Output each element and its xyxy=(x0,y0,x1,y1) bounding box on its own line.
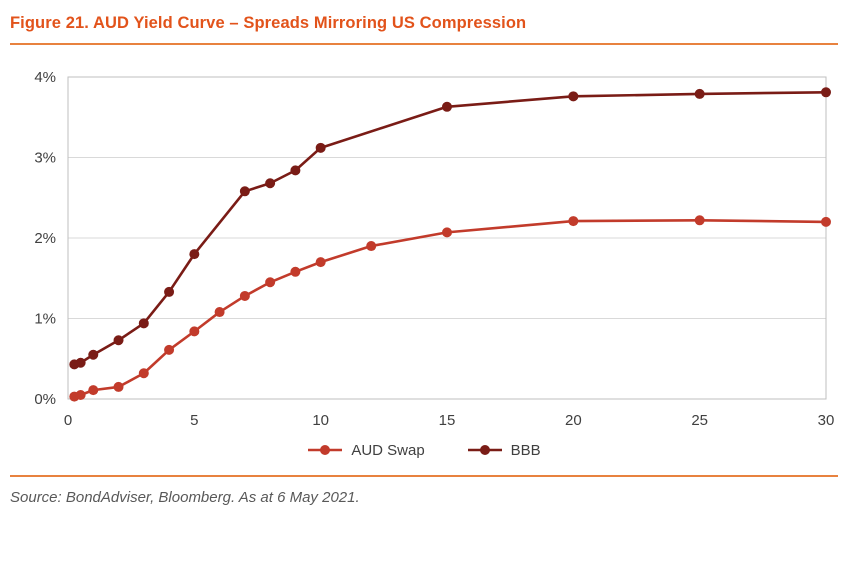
data-point-bbb xyxy=(290,165,301,176)
data-point-aud-swap xyxy=(189,326,200,337)
data-point-bbb xyxy=(75,357,86,368)
data-point-bbb xyxy=(88,349,99,360)
data-point-aud-swap xyxy=(366,241,377,252)
data-point-aud-swap xyxy=(442,227,452,238)
series-line-aud-swap xyxy=(73,218,828,398)
legend-line-marker-icon xyxy=(308,445,343,455)
y-tick-label: 1% xyxy=(34,311,56,328)
data-point-aud-swap xyxy=(694,215,705,226)
legend-label-bbb: BBB xyxy=(510,441,541,459)
legend-line-marker-icon xyxy=(467,445,502,455)
x-tick-label: 15 xyxy=(439,412,456,429)
bottom-divider xyxy=(10,475,838,477)
chart-canvas: 0% 1% 2% 3% 4% 0 5 10 15 20 25 30 xyxy=(34,69,835,429)
data-point-bbb xyxy=(568,91,579,102)
data-point-aud-swap xyxy=(138,368,149,379)
x-tick-label: 10 xyxy=(312,412,329,429)
data-point-bbb xyxy=(694,88,705,99)
x-tick-label: 5 xyxy=(190,412,198,429)
data-point-aud-swap xyxy=(75,389,86,400)
data-point-bbb xyxy=(189,249,200,260)
data-point-aud-swap xyxy=(113,381,124,392)
data-point-bbb xyxy=(442,101,452,112)
y-tick-label: 0% xyxy=(34,391,56,408)
data-point-bbb xyxy=(265,178,276,189)
series-line-bbb xyxy=(73,90,828,366)
data-point-aud-swap xyxy=(568,216,579,227)
plot-border xyxy=(67,76,827,400)
y-tick-label: 2% xyxy=(34,230,56,247)
data-point-aud-swap xyxy=(239,290,250,301)
data-point-aud-swap xyxy=(164,344,175,355)
x-tick-label: 0 xyxy=(64,412,72,429)
x-tick-label: 30 xyxy=(818,412,835,429)
data-point-aud-swap xyxy=(821,216,831,227)
x-tick-label: 25 xyxy=(691,412,708,429)
y-tick-label: 3% xyxy=(34,150,56,167)
data-point-bbb xyxy=(315,142,326,153)
source-note: Source: BondAdviser, Bloomberg. As at 6 … xyxy=(10,489,360,506)
legend-item-bbb: BBB xyxy=(467,442,541,459)
data-point-bbb xyxy=(239,186,250,197)
figure-title: Figure 21. AUD Yield Curve – Spreads Mir… xyxy=(10,14,527,32)
legend-item-aud-swap: AUD Swap xyxy=(307,441,425,459)
data-point-bbb xyxy=(821,87,831,98)
data-point-bbb xyxy=(164,286,175,297)
data-point-aud-swap xyxy=(88,385,99,396)
x-tick-label: 20 xyxy=(565,412,582,429)
data-point-bbb xyxy=(113,335,124,346)
data-point-aud-swap xyxy=(315,257,326,268)
y-tick-label: 4% xyxy=(34,69,56,86)
legend-label-aud-swap: AUD Swap xyxy=(351,441,425,459)
chart-legend: AUD Swap BBB xyxy=(0,439,848,461)
top-divider xyxy=(10,43,838,45)
yield-curve-chart: 0% 1% 2% 3% 4% 0 5 10 15 20 25 30 xyxy=(0,49,848,437)
data-point-bbb xyxy=(138,318,149,329)
data-point-aud-swap xyxy=(290,266,301,277)
data-point-aud-swap xyxy=(214,307,225,318)
data-point-aud-swap xyxy=(265,277,276,288)
